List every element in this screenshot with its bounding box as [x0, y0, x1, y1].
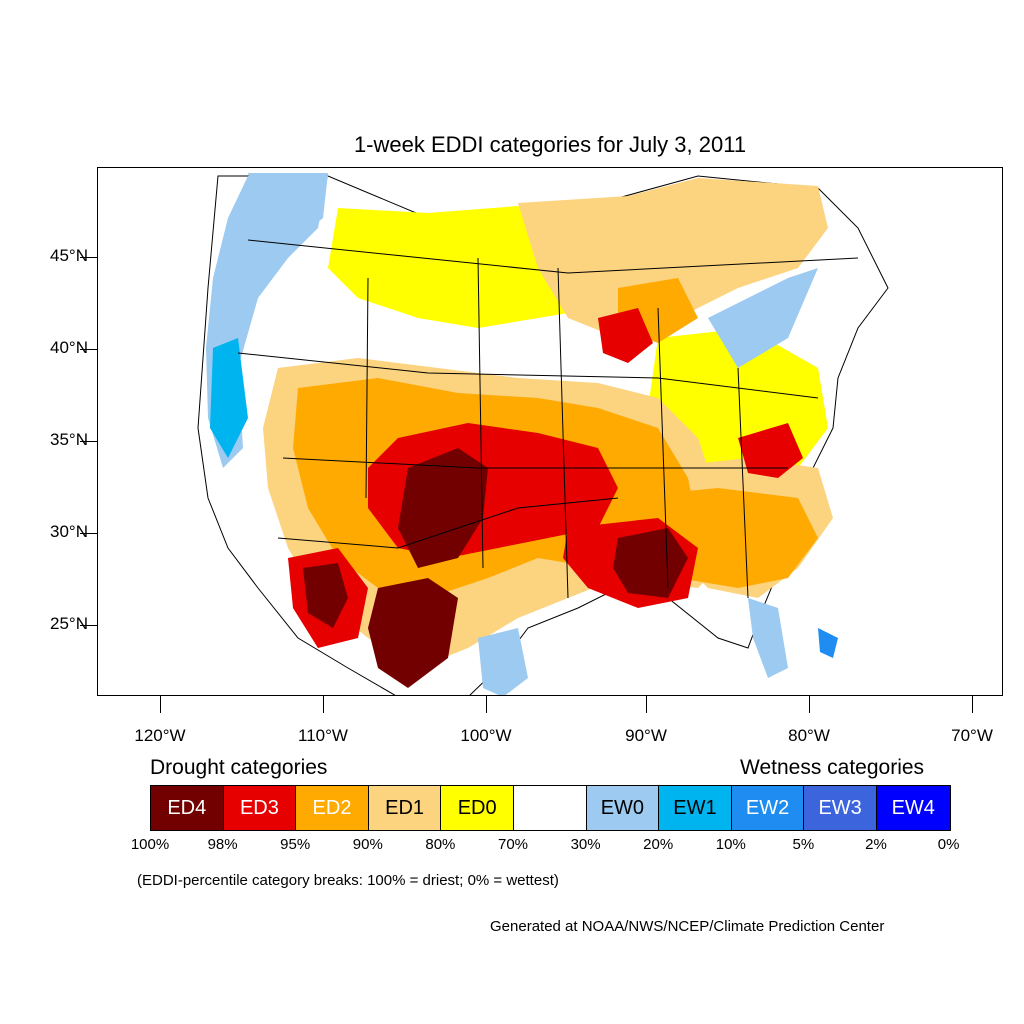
lat-tick	[80, 533, 97, 534]
ed4-texas-panhandle	[398, 448, 488, 568]
wetness-heading: Wetness categories	[740, 756, 925, 779]
legend-swatch-ed1: ED1	[368, 786, 442, 830]
legend-swatch-ed4: ED4	[151, 786, 224, 830]
legend-swatch-normal	[513, 786, 587, 830]
percentile-label: 95%	[280, 836, 311, 853]
northwest-wet	[248, 173, 328, 243]
percentile-label: 90%	[352, 836, 383, 853]
map-area	[97, 167, 1003, 696]
lat-tick	[80, 349, 97, 350]
percentile-label: 30%	[570, 836, 601, 853]
lat-label-25: 25°N	[50, 614, 88, 633]
lat-label-35: 35°N	[50, 430, 88, 449]
lon-label-90: 90°W	[625, 726, 667, 745]
lon-tick	[972, 696, 973, 713]
florida-wet	[748, 598, 788, 678]
lon-tick	[323, 696, 324, 713]
percentile-label: 20%	[643, 836, 674, 853]
percentile-label: 0%	[937, 836, 960, 853]
legend-colorbar: ED4 ED3 ED2 ED1 ED0 EW0 EW1 EW2 EW3 EW4	[150, 785, 951, 831]
great-lakes-wet	[708, 268, 818, 368]
ed3-michigan	[598, 308, 653, 363]
legend-swatch-ed2: ED2	[296, 786, 369, 830]
lon-label-110: 110°W	[298, 726, 348, 745]
legend-swatch-ew4: EW4	[876, 786, 950, 830]
drought-heading: Drought categories	[150, 756, 328, 779]
percentile-label: 100%	[130, 836, 170, 853]
legend-swatch-ew3: EW3	[804, 786, 877, 830]
percentile-label: 10%	[715, 836, 746, 853]
map-title: 1-week EDDI categories for July 3, 2011	[353, 132, 747, 157]
lon-tick	[646, 696, 647, 713]
percentile-label: 80%	[425, 836, 456, 853]
lat-tick	[80, 257, 97, 258]
lon-tick	[486, 696, 487, 713]
lon-label-120: 120°W	[134, 726, 186, 745]
ed3-carolina	[738, 423, 803, 478]
west-coast-wet-core	[210, 338, 248, 458]
percentile-label: 2%	[865, 836, 887, 853]
lon-label-70: 70°W	[951, 726, 993, 745]
lat-label-45: 45°N	[50, 246, 88, 265]
lat-label-30: 30°N	[50, 522, 88, 541]
percentile-label: 98%	[207, 836, 238, 853]
eddi-map	[197, 173, 889, 695]
lon-label-80: 80°W	[788, 726, 830, 745]
legend-swatch-ew2: EW2	[731, 786, 805, 830]
texas-coast-wet	[478, 628, 528, 695]
bahamas-wet	[818, 628, 838, 658]
percentile-label: 70%	[497, 836, 529, 853]
credit-text: Generated at NOAA/NWS/NCEP/Climate Predi…	[490, 918, 885, 935]
boundary-lines	[237, 239, 859, 599]
legend-note: (EDDI-percentile category breaks: 100% =…	[137, 872, 559, 889]
ed4-west-texas	[368, 578, 458, 688]
percentile-label: 5%	[792, 836, 815, 853]
lat-label-40: 40°N	[50, 338, 88, 357]
lon-tick	[809, 696, 810, 713]
ed1-north-central	[518, 178, 828, 338]
legend-swatch-ew0: EW0	[586, 786, 660, 830]
ed4-sonora	[303, 563, 348, 628]
lon-tick	[160, 696, 161, 713]
legend-swatch-ed0: ED0	[441, 786, 514, 830]
lat-tick	[80, 441, 97, 442]
legend-swatch-ed3: ED3	[223, 786, 297, 830]
lon-label-100: 100°W	[460, 726, 512, 745]
legend-swatch-ew1: EW1	[659, 786, 732, 830]
ed4-louisiana	[613, 528, 688, 598]
lat-tick	[80, 625, 97, 626]
